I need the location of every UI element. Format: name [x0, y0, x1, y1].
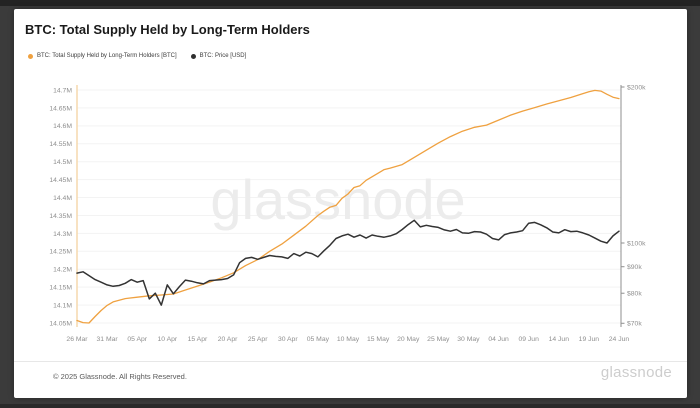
window-bottom-edge — [0, 404, 700, 408]
x-axis-label: 24 Jun — [609, 336, 630, 343]
x-axis-label: 30 May — [457, 336, 480, 343]
x-axis-label: 30 Apr — [278, 336, 298, 343]
x-axis-label: 15 Apr — [188, 336, 208, 343]
left-axis-label: 14.35M — [49, 213, 72, 220]
left-axis-label: 14.2M — [53, 267, 72, 274]
x-axis-label: 20 May — [397, 336, 420, 343]
x-axis-label: 04 Jun — [488, 336, 509, 343]
x-axis-label: 05 May — [307, 336, 330, 343]
left-axis-label: 14.15M — [49, 285, 72, 292]
legend-item-supply[interactable]: BTC: Total Supply Held by Long-Term Hold… — [28, 53, 177, 59]
legend-label-supply: BTC: Total Supply Held by Long-Term Hold… — [37, 53, 177, 59]
left-axis-label: 14.45M — [49, 177, 72, 184]
left-axis-label: 14.7M — [53, 87, 72, 94]
right-axis-label: $80k — [627, 291, 642, 298]
x-axis-label: 09 Jun — [518, 336, 539, 343]
right-axis-label: $70k — [627, 321, 642, 328]
watermark-text: glassnode — [210, 168, 465, 231]
right-axis-label: $200k — [627, 84, 646, 91]
window-top-edge — [0, 0, 700, 6]
legend-item-price[interactable]: BTC: Price [USD] — [190, 53, 247, 59]
x-axis-label: 20 Apr — [218, 336, 238, 343]
x-axis-label: 19 Jun — [579, 336, 600, 343]
x-axis-label: 05 Apr — [127, 336, 147, 343]
legend-swatch-price-icon — [190, 53, 196, 59]
left-axis-label: 14.3M — [53, 231, 72, 238]
left-axis-label: 14.5M — [53, 159, 72, 166]
left-axis-label: 14.1M — [53, 302, 72, 309]
x-axis-label: 25 May — [427, 336, 450, 343]
x-axis-label: 26 Mar — [66, 336, 88, 343]
left-axis-label: 14.25M — [49, 249, 72, 256]
x-axis-label: 10 May — [337, 336, 360, 343]
x-axis-label: 31 Mar — [97, 336, 119, 343]
x-axis-label: 10 Apr — [158, 336, 178, 343]
left-axis-label: 14.4M — [53, 195, 72, 202]
right-axis-label: $100k — [627, 240, 646, 247]
right-axis-label: $90k — [627, 264, 642, 271]
copyright-text: © 2025 Glassnode. All Rights Reserved. — [53, 372, 187, 381]
legend-swatch-supply-icon — [28, 53, 33, 59]
legend: BTC: Total Supply Held by Long-Term Hold… — [28, 53, 246, 59]
x-axis-label: 14 Jun — [549, 336, 570, 343]
chart-card: BTC: Total Supply Held by Long-Term Hold… — [14, 9, 687, 398]
left-axis-label: 14.6M — [53, 123, 72, 130]
price-line-series — [76, 219, 620, 306]
left-axis-label: 14.55M — [49, 141, 72, 148]
x-axis-label: 15 May — [367, 336, 390, 343]
supply-line-series — [76, 89, 620, 324]
footer-divider — [14, 361, 687, 362]
left-axis-label: 14.65M — [49, 105, 72, 112]
glassnode-logo: glassnode — [600, 364, 672, 381]
left-axis-label: 14.05M — [49, 320, 72, 327]
legend-label-price: BTC: Price [USD] — [199, 53, 247, 59]
x-axis-label: 25 Apr — [248, 336, 268, 343]
chart-title: BTC: Total Supply Held by Long-Term Hold… — [25, 22, 310, 37]
